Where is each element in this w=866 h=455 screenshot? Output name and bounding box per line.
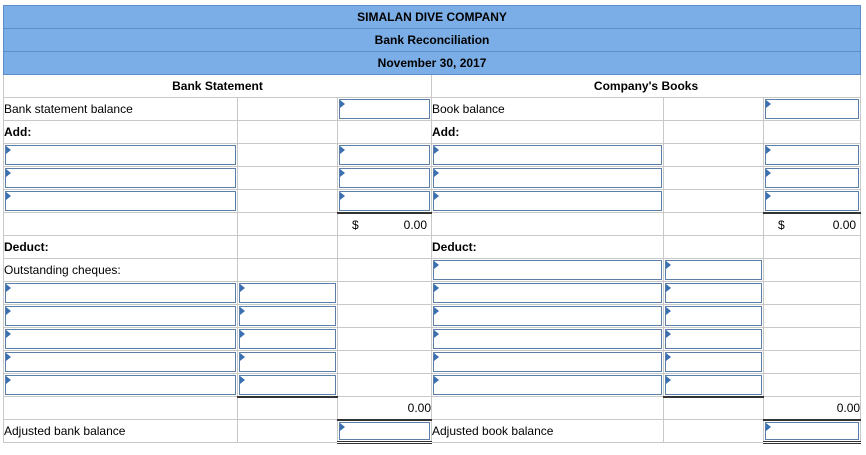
books-deduct-amount-input[interactable]: [665, 260, 762, 280]
books-add-description-input[interactable]: [433, 168, 662, 188]
balance-row: Bank statement balance Book balance: [3, 97, 862, 121]
cheque-amount-input[interactable]: [239, 352, 336, 372]
books-section-title: Company's Books: [430, 74, 862, 98]
books-deduct-description-input[interactable]: [433, 329, 662, 349]
header-row-company: SIMALAN DIVE COMPANY: [2, 5, 862, 29]
books-deduct-description-input[interactable]: [433, 352, 662, 372]
bank-balance-mid-cell: [237, 97, 338, 121]
bank-add-subtotal: $ 0.00: [337, 212, 432, 236]
add-item-row: [3, 143, 862, 167]
books-deduct-description-input[interactable]: [433, 375, 662, 395]
cheque-amount-input[interactable]: [239, 283, 336, 303]
add-item-row: [3, 189, 862, 214]
cheque-amount-input[interactable]: [239, 329, 336, 349]
add-subtotal-row: $ 0.00 $ 0.00: [3, 212, 862, 236]
cheque-description-input[interactable]: [5, 283, 236, 303]
books-add-amount-input[interactable]: [765, 145, 860, 165]
books-deduct-amount-input[interactable]: [665, 329, 762, 349]
cheque-amount-input[interactable]: [239, 375, 336, 395]
books-add-amount-input[interactable]: [765, 168, 860, 188]
cheque-amount-input[interactable]: [239, 306, 336, 326]
bank-balance-amount-input[interactable]: [339, 99, 430, 119]
books-subtotal-currency: $: [778, 217, 785, 232]
adjusted-balance-row: Adjusted bank balance Adjusted book bala…: [3, 419, 862, 444]
book-balance-amount-cell: [762, 97, 862, 121]
books-deduct-description-input[interactable]: [433, 306, 662, 326]
header-row-title: Bank Reconciliation: [2, 28, 862, 52]
books-deduct-total: 0.00: [762, 396, 862, 421]
books-deduct-amount-input[interactable]: [665, 375, 762, 395]
bank-add-description-input[interactable]: [5, 191, 236, 211]
bank-reconciliation-table: SIMALAN DIVE COMPANY Bank Reconciliation…: [2, 5, 862, 444]
books-deduct-description-input[interactable]: [433, 283, 662, 303]
bank-balance-amount-cell: [337, 97, 432, 121]
books-deduct-label: Deduct:: [431, 235, 664, 259]
outstanding-label-row: Outstanding cheques:: [3, 258, 862, 282]
company-name: SIMALAN DIVE COMPANY: [2, 5, 862, 29]
deduct-item-row: [3, 327, 862, 351]
add-label-row: Add: Add:: [3, 120, 862, 144]
adjusted-bank-balance-input[interactable]: [339, 421, 430, 440]
books-deduct-amount-input[interactable]: [665, 306, 762, 326]
book-balance-label: Book balance: [431, 97, 664, 121]
deduct-label-row: Deduct: Deduct:: [3, 235, 862, 259]
section-title-row: Bank Statement Company's Books: [3, 74, 862, 98]
bank-add-label: Add:: [3, 120, 238, 144]
books-subtotal-value: 0.00: [832, 217, 857, 232]
bank-add-amount-input[interactable]: [339, 168, 430, 188]
deduct-item-row: [3, 304, 862, 328]
add-item-row: [3, 166, 862, 190]
cheque-description-input[interactable]: [5, 329, 236, 349]
bank-balance-label: Bank statement balance: [3, 97, 238, 121]
books-deduct-amount-input[interactable]: [665, 283, 762, 303]
statement-date: November 30, 2017: [2, 51, 862, 75]
bank-deduct-label: Deduct:: [3, 235, 238, 259]
bank-add-amount-input[interactable]: [339, 191, 430, 211]
adjusted-bank-balance-label: Adjusted bank balance: [3, 419, 238, 443]
books-add-description-input[interactable]: [433, 145, 662, 165]
cheque-description-input[interactable]: [5, 352, 236, 372]
adjusted-book-balance-label: Adjusted book balance: [431, 419, 664, 443]
deduct-item-row: [3, 281, 862, 305]
bank-section-title: Bank Statement: [3, 74, 432, 98]
bank-add-description-input[interactable]: [5, 168, 236, 188]
books-add-label: Add:: [431, 120, 664, 144]
deduct-total-row: 0.00 0.00: [3, 396, 862, 421]
book-balance-amount-input[interactable]: [765, 99, 860, 119]
bank-add-amount-input[interactable]: [339, 145, 430, 165]
bank-subtotal-currency: $: [352, 217, 359, 232]
bank-subtotal-value: 0.00: [403, 217, 427, 232]
bank-add-description-input[interactable]: [5, 145, 236, 165]
book-balance-mid-cell: [663, 97, 764, 121]
statement-title: Bank Reconciliation: [2, 28, 862, 52]
books-add-subtotal: $ 0.00: [762, 212, 862, 236]
cheque-description-input[interactable]: [5, 306, 236, 326]
header-row-date: November 30, 2017: [2, 51, 862, 75]
deduct-item-row: [3, 373, 862, 398]
books-deduct-description-input[interactable]: [433, 260, 662, 280]
books-add-amount-input[interactable]: [765, 191, 860, 211]
books-deduct-amount-input[interactable]: [665, 352, 762, 372]
deduct-item-row: [3, 350, 862, 374]
books-add-description-input[interactable]: [433, 191, 662, 211]
adjusted-book-balance-input[interactable]: [765, 421, 860, 440]
outstanding-cheques-label: Outstanding cheques:: [3, 258, 238, 282]
cheque-description-input[interactable]: [5, 375, 236, 395]
bank-deduct-total: 0.00: [337, 396, 432, 421]
